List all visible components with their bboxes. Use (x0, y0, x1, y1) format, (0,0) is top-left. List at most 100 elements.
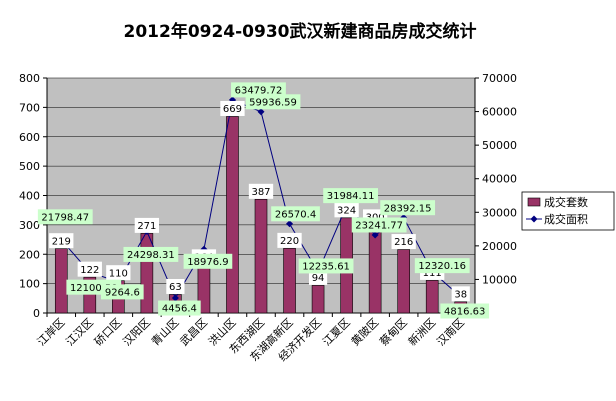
legend-line-marker (530, 215, 538, 223)
area-value-label-bg (123, 246, 179, 262)
area-value-label-text: 26570.4 (275, 209, 316, 220)
area-value-label: 12320.16 (414, 258, 470, 274)
area-point (286, 220, 294, 228)
area-value-label-bg (245, 94, 301, 110)
area-value-label-text: 31984.11 (327, 191, 375, 202)
bar-value-label: 669 (220, 100, 245, 116)
bar-value-label-bg (49, 233, 74, 249)
area-value-label: 4816.63 (440, 303, 490, 319)
bar (226, 116, 239, 314)
area-value-label-text: 4456.4 (162, 304, 197, 315)
area-value-label: 4456.4 (158, 300, 201, 316)
chart-title: 2012年0924-0930武汉新建商品房成交统计 (124, 21, 477, 42)
bar-value-label-bg (106, 265, 131, 281)
left-tick-label: 0 (33, 307, 40, 320)
bar-value-label-text: 111 (423, 268, 442, 279)
bar (397, 249, 410, 314)
area-value-label: 12235.61 (298, 258, 354, 274)
left-tick-label: 300 (19, 219, 40, 232)
bar (54, 248, 68, 314)
legend-line-label: 成交面积 (544, 212, 588, 226)
area-value-label-bg (271, 206, 320, 222)
area-value-label-bg (351, 217, 407, 233)
left-tick-label: 400 (19, 190, 40, 203)
area-point (257, 108, 265, 116)
bar (254, 199, 268, 314)
left-tick-label: 700 (19, 101, 40, 114)
bar (311, 285, 325, 314)
bar-value-label-bg (166, 278, 185, 294)
area-value-label: 9264.6 (101, 284, 144, 300)
bar-value-label-text: 220 (280, 236, 299, 247)
right-tick-label: 10000 (482, 273, 517, 286)
area-value-label-text: 12235.61 (302, 262, 350, 273)
area-value-label-bg (298, 258, 354, 274)
bar-value-label-text: 63 (169, 282, 182, 293)
area-value-label-text: 28392.15 (384, 203, 432, 214)
bar-value-label: 387 (248, 183, 274, 199)
area-value-label: 28392.15 (380, 200, 436, 216)
bar-value-label-bg (451, 286, 470, 302)
area-value-label: 24298.31 (123, 246, 179, 262)
left-tick-label: 600 (19, 131, 40, 144)
left-tick-label: 800 (19, 72, 40, 85)
bar-value-label: 122 (77, 261, 102, 277)
bar-value-label: 63 (166, 278, 185, 294)
bar-value-label: 219 (49, 233, 74, 249)
left-tick-label: 100 (19, 278, 40, 291)
area-point (371, 231, 379, 239)
bar-value-label-bg (77, 261, 102, 277)
bar-value-label: 94 (308, 269, 328, 285)
bar-value-label: 216 (391, 234, 416, 250)
area-value-label: 18976.9 (183, 253, 233, 269)
bar (283, 248, 296, 314)
area-value-label: 31984.11 (323, 188, 378, 204)
right-tick-label: 30000 (482, 206, 517, 219)
bar-value-label-text: 216 (394, 237, 413, 248)
area-point (171, 294, 179, 302)
area-value-label: 23241.77 (351, 217, 407, 233)
bar-value-label: 324 (334, 202, 359, 218)
bar-value-label-bg (334, 202, 359, 218)
bar-value-label-text: 110 (109, 268, 128, 279)
bar-value-label-text: 38 (454, 289, 467, 300)
area-value-label-bg (183, 253, 233, 269)
bar (140, 233, 154, 314)
bar-value-label: 271 (134, 217, 160, 233)
legend-bar-swatch (527, 197, 541, 207)
left-tick-label: 200 (19, 248, 40, 261)
area-value-label-text: 18976.9 (187, 257, 228, 268)
area-value-label: 21798.47 (37, 209, 93, 225)
area-value-label-text: 24298.31 (127, 250, 175, 261)
bar-value-label-bg (391, 234, 416, 250)
area-value-label-bg (323, 188, 378, 204)
area-value-label-text: 63479.72 (235, 85, 283, 96)
area-value-label-bg (440, 303, 490, 319)
bar-value-label-text: 219 (52, 236, 71, 247)
area-value-label-bg (37, 209, 93, 225)
right-tick-label: 20000 (482, 240, 517, 253)
area-value-label-text: 59936.59 (249, 97, 297, 108)
bar-value-label-bg (308, 269, 328, 285)
bar-value-label: 110 (106, 265, 131, 281)
area-value-label-text: 21798.47 (41, 212, 89, 223)
bar-value-label-text: 94 (312, 273, 325, 284)
legend-bar-label: 成交套数 (544, 195, 588, 209)
area-value-label-text: 9264.6 (105, 287, 140, 298)
area-value-label-bg (380, 200, 436, 216)
bar-value-label-text: 122 (80, 265, 99, 276)
bar-value-label-text: 324 (337, 205, 356, 216)
area-value-label: 59936.59 (245, 94, 301, 110)
bar-value-label-bg (134, 217, 160, 233)
area-value-label-bg (231, 82, 286, 98)
bar-value-label-bg (220, 100, 245, 116)
left-tick-label: 500 (19, 160, 40, 173)
bar-value-label-bg (277, 232, 302, 248)
area-value-label-bg (414, 258, 470, 274)
data-labels: 2191221102716316466938722094324300216111… (37, 82, 490, 319)
area-value-label-text: 4816.63 (444, 307, 485, 318)
bar (425, 280, 439, 314)
